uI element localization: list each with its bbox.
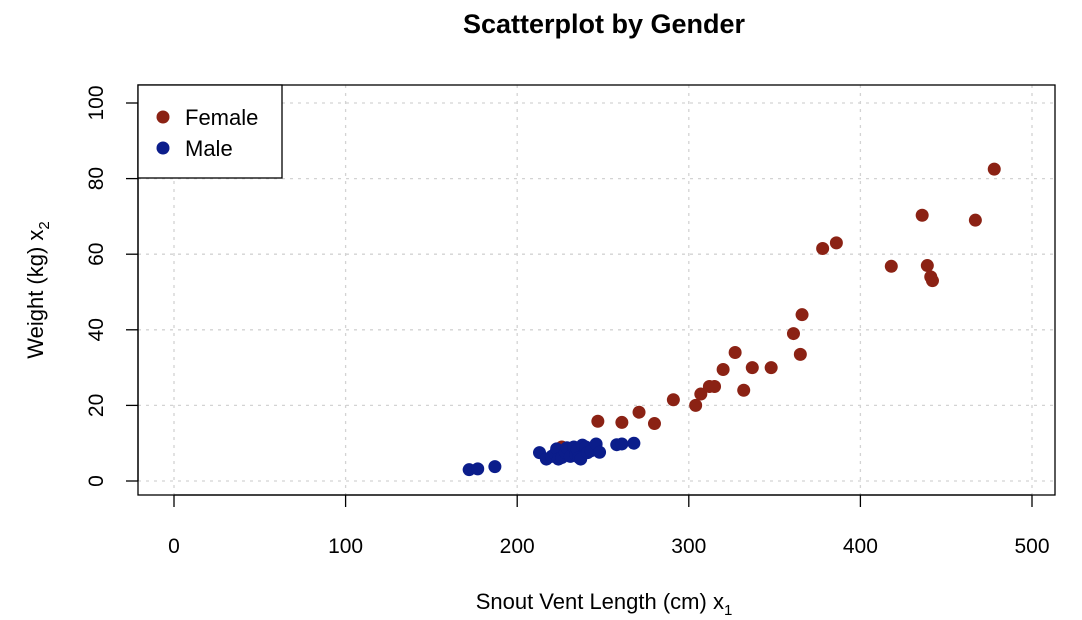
point-female [786,327,800,341]
point-female [728,345,742,359]
x-tick-label: 200 [500,535,535,558]
point-male [471,462,485,476]
y-tick-label: 60 [85,243,108,266]
point-female [737,383,751,397]
point-female [647,417,661,431]
point-male [615,437,629,451]
x-tick-label: 100 [328,535,363,558]
y-tick-label: 80 [85,167,108,190]
data-points [462,162,1001,477]
legend-label-male: Male [185,136,233,161]
legend-label-female: Female [185,105,258,130]
point-female [793,347,807,361]
point-female [987,162,1001,176]
point-female [764,361,778,375]
point-female [694,387,708,401]
point-female [816,242,830,256]
x-tick-label: 400 [843,535,878,558]
point-female [666,393,680,407]
y-tick-label: 40 [85,318,108,341]
y-tick-label: 20 [85,394,108,417]
point-female [615,415,629,429]
legend-marker-male [156,141,170,155]
y-axis-label: Weight (kg) x2 [23,221,53,359]
point-female [716,362,730,376]
point-female [708,380,722,393]
chart-title: Scatterplot by Gender [463,9,746,39]
point-male [627,436,641,450]
grid [138,85,1055,495]
legend: Female Male [137,84,283,179]
point-female [745,361,759,375]
point-female [920,259,934,273]
point-female [968,213,982,227]
point-female [795,308,809,322]
point-female [632,405,646,419]
point-female [591,414,605,428]
legend-box [137,84,283,179]
point-female [689,398,703,412]
point-male [593,445,607,459]
point-female [884,259,898,273]
point-female [915,208,929,222]
point-female [925,274,939,288]
x-tick-label: 500 [1014,535,1049,558]
x-tick-label: 0 [168,535,180,558]
point-male [488,460,502,474]
y-tick-label: 0 [85,475,108,487]
point-female [829,236,843,250]
legend-marker-female [156,110,170,124]
x-axis-label: Snout Vent Length (cm) x1 [476,589,733,619]
y-tick-label: 100 [85,85,108,120]
x-tick-label: 300 [671,535,706,558]
